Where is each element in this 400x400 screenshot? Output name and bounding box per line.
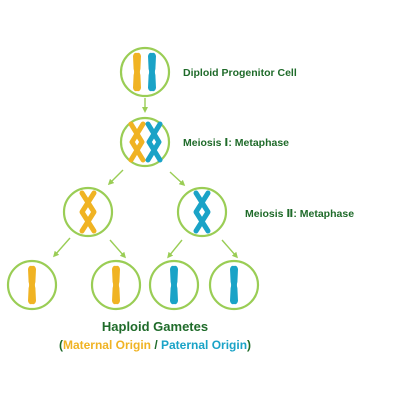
chromosome-icon	[133, 52, 141, 92]
chromosome-icon	[28, 265, 36, 305]
meiosis2-cell-left	[62, 186, 114, 238]
arrow-meiosis1-to-left	[107, 169, 124, 186]
meiosis2-cell-right	[176, 186, 228, 238]
gametes-title: Haploid Gametes	[101, 319, 209, 334]
arrow-meiosis1-to-right	[169, 171, 186, 187]
crossed-chromosome-icon	[79, 190, 97, 234]
chromosome-icon	[148, 52, 156, 92]
gamete-cell-2	[90, 259, 142, 311]
chromosome-icon	[170, 265, 178, 305]
legend-separator: /	[150, 338, 161, 352]
arrow-right-to-gamete4	[221, 239, 238, 259]
flow-arrows	[53, 98, 238, 259]
crossed-chromosome-icon	[145, 121, 163, 163]
legend-open-paren: (	[58, 338, 63, 352]
gametes-legend: (Maternal Origin / Paternal Origin)	[0, 338, 310, 352]
meiosis1-cell	[119, 116, 171, 168]
gamete-cell-1	[6, 259, 58, 311]
crossed-chromosome-icon	[193, 190, 211, 234]
legend-paternal: Paternal Origin	[161, 338, 248, 352]
chromosome-icon	[112, 265, 120, 305]
legend-close-paren: )	[247, 338, 252, 352]
crossed-chromosome-icon	[128, 121, 146, 163]
gamete-cell-3	[148, 259, 200, 311]
arrow-right-to-gamete3	[167, 239, 183, 259]
label-meiosis1: Meiosis Ⅰ: Metaphase	[183, 137, 289, 149]
label-progenitor: Diploid Progenitor Cell	[183, 67, 297, 79]
arrow-left-to-gamete2	[109, 239, 126, 259]
chromosome-icon	[230, 265, 238, 305]
gamete-cell-4	[208, 259, 260, 311]
arrow-left-to-gamete1	[53, 237, 71, 258]
progenitor-cell	[119, 46, 171, 98]
label-meiosis2: Meiosis Ⅱ: Metaphase	[245, 208, 354, 220]
legend-maternal: Maternal Origin	[62, 338, 151, 352]
